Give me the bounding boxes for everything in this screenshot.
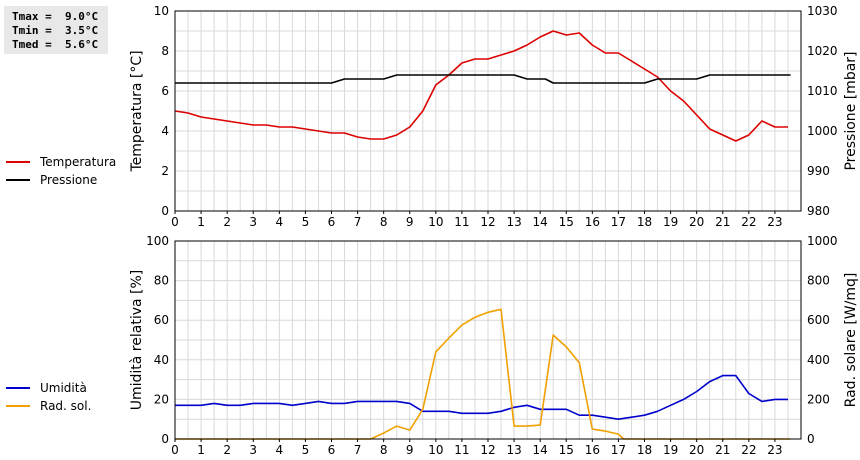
stat-tmed: Tmed = 5.6°C [12,38,99,51]
chart1-x-tick-label: 10 [428,215,443,229]
chart1-x-tick-label: 0 [171,215,179,229]
chart1-y2-tick-label: 980 [807,204,830,218]
legend-item-humidity: Umidità [6,379,91,397]
chart2-x-tick-label: 10 [428,443,443,457]
chart1-y-tick-label: 10 [154,4,169,18]
chart2-x-tick-label: 13 [506,443,521,457]
chart1-y2-tick-label: 1020 [807,44,838,58]
chart2-y-tick-label: 60 [154,313,169,327]
chart2-y2-tick-label: 0 [807,432,815,446]
chart2-series-umidit [175,374,788,421]
legend-label-pressure: Pressione [40,173,98,187]
chart1-y-tick-label: 4 [161,124,169,138]
chart1-x-tick-label: 9 [406,215,414,229]
chart2-x-tick-label: 9 [406,443,414,457]
chart1-x-tick-label: 17 [611,215,626,229]
legend-swatch-pressure [6,179,30,181]
chart1-y2-tick-label: 990 [807,164,830,178]
chart2-x-tick-label: 12 [480,443,495,457]
chart1-y2-tick-label: 1010 [807,84,838,98]
chart2-series-rad-sol [175,308,791,440]
chart1-x-tick-label: 12 [480,215,495,229]
stats-box: Tmax = 9.0°C Tmin = 3.5°C Tmed = 5.6°C [4,6,108,54]
chart2-y-tick-label: 20 [154,392,169,406]
chart2-x-tick-label: 22 [741,443,756,457]
chart2-x-tick-label: 1 [197,443,205,457]
chart1-x-tick-label: 6 [328,215,336,229]
chart2-x-tick-label: 6 [328,443,336,457]
chart2-y2-tick-label: 600 [807,313,830,327]
chart2-y-tick-label: 80 [154,274,169,288]
chart1-series-pressione [175,74,791,84]
chart1-x-tick-label: 15 [559,215,574,229]
chart2-x-tick-label: 23 [767,443,782,457]
legend-label-radiation: Rad. sol. [40,399,92,413]
chart2-x-tick-label: 16 [585,443,600,457]
chart2-x-tick-label: 4 [276,443,284,457]
chart2-y2-tick-label: 800 [807,274,830,288]
chart2-x-tick-label: 11 [454,443,469,457]
chart2-y-tick-label: 0 [161,432,169,446]
chart1-y-tick-label: 0 [161,204,169,218]
legend-item-pressure: Pressione [6,171,116,189]
chart1-series-temperatura [174,30,788,142]
chart2-x-tick-label: 3 [249,443,257,457]
chart2-y-tick-label: 100 [146,234,169,248]
chart1-x-tick-label: 7 [354,215,362,229]
legend-item-temperature: Temperatura [6,153,116,171]
chart2-x-tick-label: 21 [715,443,730,457]
chart1-y-tick-label: 2 [161,164,169,178]
chart1-x-tick-label: 16 [585,215,600,229]
chart2-x-tick-label: 20 [689,443,704,457]
chart1-x-tick-label: 23 [767,215,782,229]
chart2-x-tick-label: 8 [380,443,388,457]
chart1-x-tick-label: 5 [302,215,310,229]
chart1-x-tick-label: 21 [715,215,730,229]
chart1-x-tick-label: 1 [197,215,205,229]
chart2-y-tick-label: 40 [154,353,169,367]
chart1-x-tick-label: 14 [533,215,548,229]
chart1-x-tick-label: 3 [249,215,257,229]
stat-tmin: Tmin = 3.5°C [12,24,99,37]
chart2-y2-tick-label: 1000 [807,234,838,248]
chart1-x-tick-label: 20 [689,215,704,229]
chart1-x-tick-label: 8 [380,215,388,229]
chart2-x-tick-label: 17 [611,443,626,457]
chart1-x-tick-label: 11 [454,215,469,229]
chart2-x-tick-label: 14 [533,443,548,457]
chart2-x-tick-label: 0 [171,443,179,457]
chart2-y2-tick-label: 200 [807,392,830,406]
chart2-y2-axis-title: Rad. solare [W/mq] [843,273,859,408]
chart2-x-tick-label: 5 [302,443,310,457]
chart2-y2-tick-label: 400 [807,353,830,367]
chart2-x-tick-label: 7 [354,443,362,457]
legend-label-humidity: Umidità [40,381,87,395]
chart2-y-axis-title: Umidità relativa [%] [129,270,145,411]
chart1-y-tick-label: 8 [161,44,169,58]
chart1-y2-tick-label: 1000 [807,124,838,138]
chart2-x-tick-label: 2 [223,443,231,457]
legend-swatch-humidity [6,387,30,389]
legend-item-radiation: Rad. sol. [6,397,91,415]
chart1-x-tick-label: 13 [506,215,521,229]
chart1-y2-tick-label: 1030 [807,4,838,18]
chart1-x-tick-label: 19 [663,215,678,229]
legend-swatch-radiation [6,405,30,407]
legend-label-temperature: Temperatura [40,155,117,169]
top-chart-legend: Temperatura Pressione [6,153,116,189]
chart2-x-tick-label: 15 [559,443,574,457]
chart1-x-tick-label: 2 [223,215,231,229]
chart2-x-tick-label: 18 [637,443,652,457]
bottom-chart-legend: Umidità Rad. sol. [6,379,91,415]
chart1-x-tick-label: 22 [741,215,756,229]
chart1-x-tick-label: 4 [276,215,284,229]
chart1-y2-axis-title: Pressione [mbar] [843,51,859,170]
chart1-x-tick-label: 18 [637,215,652,229]
legend-swatch-temperature [6,161,30,163]
chart1-y-axis-title: Temperatura [°C] [129,50,145,172]
stat-tmax: Tmax = 9.0°C [12,10,99,23]
chart2-x-tick-label: 19 [663,443,678,457]
chart1-y-tick-label: 6 [161,84,169,98]
